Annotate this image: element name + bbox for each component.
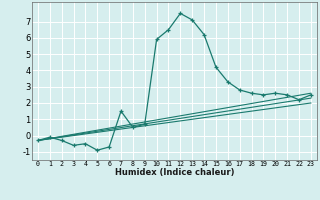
X-axis label: Humidex (Indice chaleur): Humidex (Indice chaleur) <box>115 168 234 177</box>
